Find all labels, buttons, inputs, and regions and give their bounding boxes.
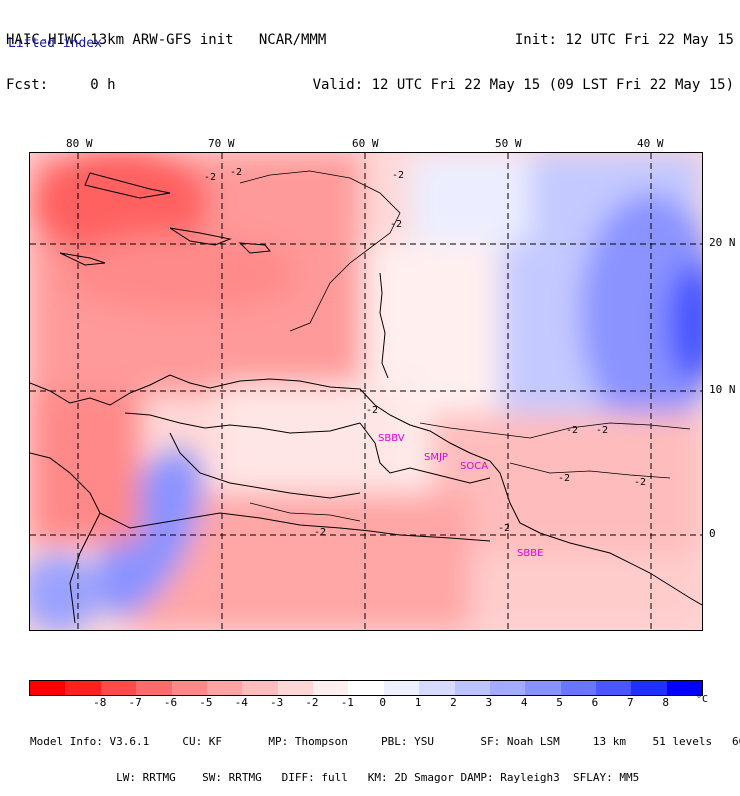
colorbar-tick-label: -1 <box>340 696 354 709</box>
colorbar-unit: °C <box>696 694 709 705</box>
lon-label-80w: 80 W <box>66 137 93 150</box>
colorbar-segment <box>65 681 101 695</box>
lon-label-70w: 70 W <box>208 137 235 150</box>
init-time: Init: 12 UTC Fri 22 May 15 <box>514 32 734 48</box>
contour-label: -2 <box>566 425 578 436</box>
contour-label: -2 <box>596 425 608 436</box>
colorbar-segment <box>277 681 313 695</box>
colorbar-tick-label: 3 <box>485 696 493 709</box>
colorbar-segment <box>348 681 384 695</box>
colorbar-segment <box>313 681 349 695</box>
lat-label-0: 0 <box>709 527 716 540</box>
lat-lon-grid <box>30 153 702 630</box>
colorbar-tick-label: -4 <box>234 696 248 709</box>
contour-label: -2 <box>558 473 570 484</box>
lon-label-50w: 50 W <box>495 137 522 150</box>
colorbar-tick-label: 6 <box>591 696 599 709</box>
colorbar-segment <box>560 681 596 695</box>
colorbar-tick-label: -2 <box>305 696 319 709</box>
contour-label: -2 <box>390 219 402 230</box>
valid-time: Valid: 12 UTC Fri 22 May 15 (09 LST Fri … <box>312 77 734 93</box>
header-right: Init: 12 UTC Fri 22 May 15 Valid: 12 UTC… <box>313 3 734 108</box>
colorbar-segment <box>525 681 561 695</box>
colorbar-segment <box>631 681 667 695</box>
contour-labels: -2 -2 -2 -2 -2 -2 -2 -2 -2 -2 -2 <box>204 167 646 538</box>
colorbar-segment <box>171 681 207 695</box>
colorbar-segment <box>206 681 243 695</box>
lat-label-10n: 10 N <box>709 383 736 396</box>
colorbar-tick-label: 8 <box>662 696 669 709</box>
li-contours <box>239 170 691 522</box>
forecast-hour: Fcst: 0 h <box>6 77 116 93</box>
station-sbbv: SBBV <box>378 433 405 444</box>
colorbar-ticks: -8 -7 -6 -5 -4 -3 -2 -1 0 1 2 3 4 5 6 7 8 <box>29 696 701 709</box>
header-left: HAIC-HIWC 13km ARW-GFS init NCAR/MMM Fcs… <box>6 3 326 108</box>
colorbar-tick-label: -6 <box>163 696 178 709</box>
colorbar-tick-label: 5 <box>556 696 563 709</box>
station-soca: SOCA <box>460 461 488 472</box>
colorbar-tick-label: -8 <box>93 696 107 709</box>
colorbar-segment <box>489 681 526 695</box>
station-sbbe: SBBE <box>517 548 543 559</box>
colorbar-tick-label: 7 <box>626 696 634 709</box>
colorbar-tick-label: 1 <box>414 696 422 709</box>
contour-label: -2 <box>230 167 242 178</box>
colorbar-tick-label: 2 <box>450 696 457 709</box>
run-title: HAIC-HIWC 13km ARW-GFS init NCAR/MMM <box>6 32 327 48</box>
colorbar-segment <box>419 681 455 695</box>
colorbar-segment <box>136 681 172 695</box>
colorbar-segment <box>454 681 490 695</box>
colorbar-tick-label: -5 <box>199 696 213 709</box>
station-smjp: SMJP <box>424 452 448 463</box>
model-info-line1: Model Info: V3.6.1 CU: KF MP: Thompson P… <box>30 735 740 748</box>
lon-label-60w: 60 W <box>352 137 379 150</box>
field-name: Lifted index <box>8 36 102 51</box>
lat-label-20n: 20 N <box>709 236 736 249</box>
model-info-line2: LW: RRTMG SW: RRTMG DIFF: full KM: 2D Sm… <box>30 771 640 784</box>
colorbar-segment <box>100 681 137 695</box>
colorbar-segment <box>383 681 420 695</box>
lon-label-40w: 40 W <box>637 137 664 150</box>
colorbar-segment <box>242 681 278 695</box>
colorbar-tick-label: -3 <box>269 696 284 709</box>
model-info: Model Info: V3.6.1 CU: KF MP: Thompson P… <box>30 712 740 796</box>
contour-label: -2 <box>204 172 216 183</box>
colorbar-segment <box>666 681 703 695</box>
contour-label: -2 <box>498 523 510 534</box>
contour-label: -2 <box>366 405 378 416</box>
field-shading <box>30 153 702 630</box>
colorbar-tick-label: 0 <box>379 696 386 709</box>
contour-label: -2 <box>634 477 646 488</box>
lifted-index-map: -2 -2 -2 -2 -2 -2 -2 -2 -2 -2 -2 SBBV SM… <box>29 152 703 631</box>
colorbar-tick-label: 4 <box>520 696 528 709</box>
colorbar-segment <box>30 681 66 695</box>
colorbar <box>29 680 703 696</box>
contour-label: -2 <box>314 527 326 538</box>
colorbar-tick-label: -7 <box>128 696 142 709</box>
coastlines <box>30 172 702 624</box>
contour-label: -2 <box>392 170 404 181</box>
station-labels: SBBV SMJP SOCA SBBE <box>378 433 543 559</box>
colorbar-segment <box>596 681 632 695</box>
